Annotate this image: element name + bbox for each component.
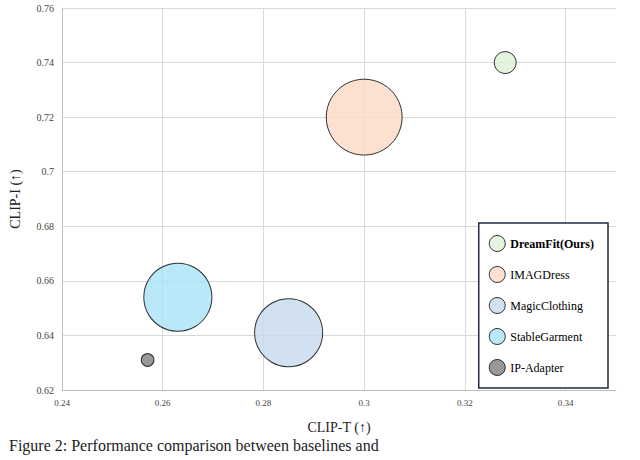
svg-text:0.76: 0.76: [37, 3, 55, 14]
svg-text:0.68: 0.68: [37, 221, 55, 232]
svg-text:0.3: 0.3: [359, 398, 371, 408]
svg-text:MagicClothing: MagicClothing: [510, 299, 583, 313]
svg-text:Figure 2: Performance comparis: Figure 2: Performance comparison between…: [9, 437, 379, 455]
svg-text:0.32: 0.32: [457, 398, 473, 408]
svg-text:IMAGDress: IMAGDress: [510, 268, 570, 282]
svg-text:0.72: 0.72: [37, 112, 55, 123]
svg-text:0.64: 0.64: [37, 330, 55, 341]
svg-text:0.74: 0.74: [37, 57, 55, 68]
svg-text:0.26: 0.26: [155, 398, 171, 408]
svg-text:0.62: 0.62: [37, 385, 55, 396]
svg-text:CLIP-I (↑): CLIP-I (↑): [8, 169, 24, 229]
svg-text:0.34: 0.34: [558, 398, 574, 408]
svg-text:IP-Adapter: IP-Adapter: [510, 361, 563, 375]
svg-text:DreamFit(Ours): DreamFit(Ours): [510, 237, 594, 251]
svg-text:StableGarment: StableGarment: [510, 330, 583, 344]
svg-text:0.66: 0.66: [37, 275, 55, 286]
svg-text:CLIP-T (↑): CLIP-T (↑): [307, 420, 370, 436]
svg-text:0.28: 0.28: [256, 398, 272, 408]
svg-text:0.7: 0.7: [42, 166, 55, 177]
svg-text:0.24: 0.24: [54, 398, 70, 408]
